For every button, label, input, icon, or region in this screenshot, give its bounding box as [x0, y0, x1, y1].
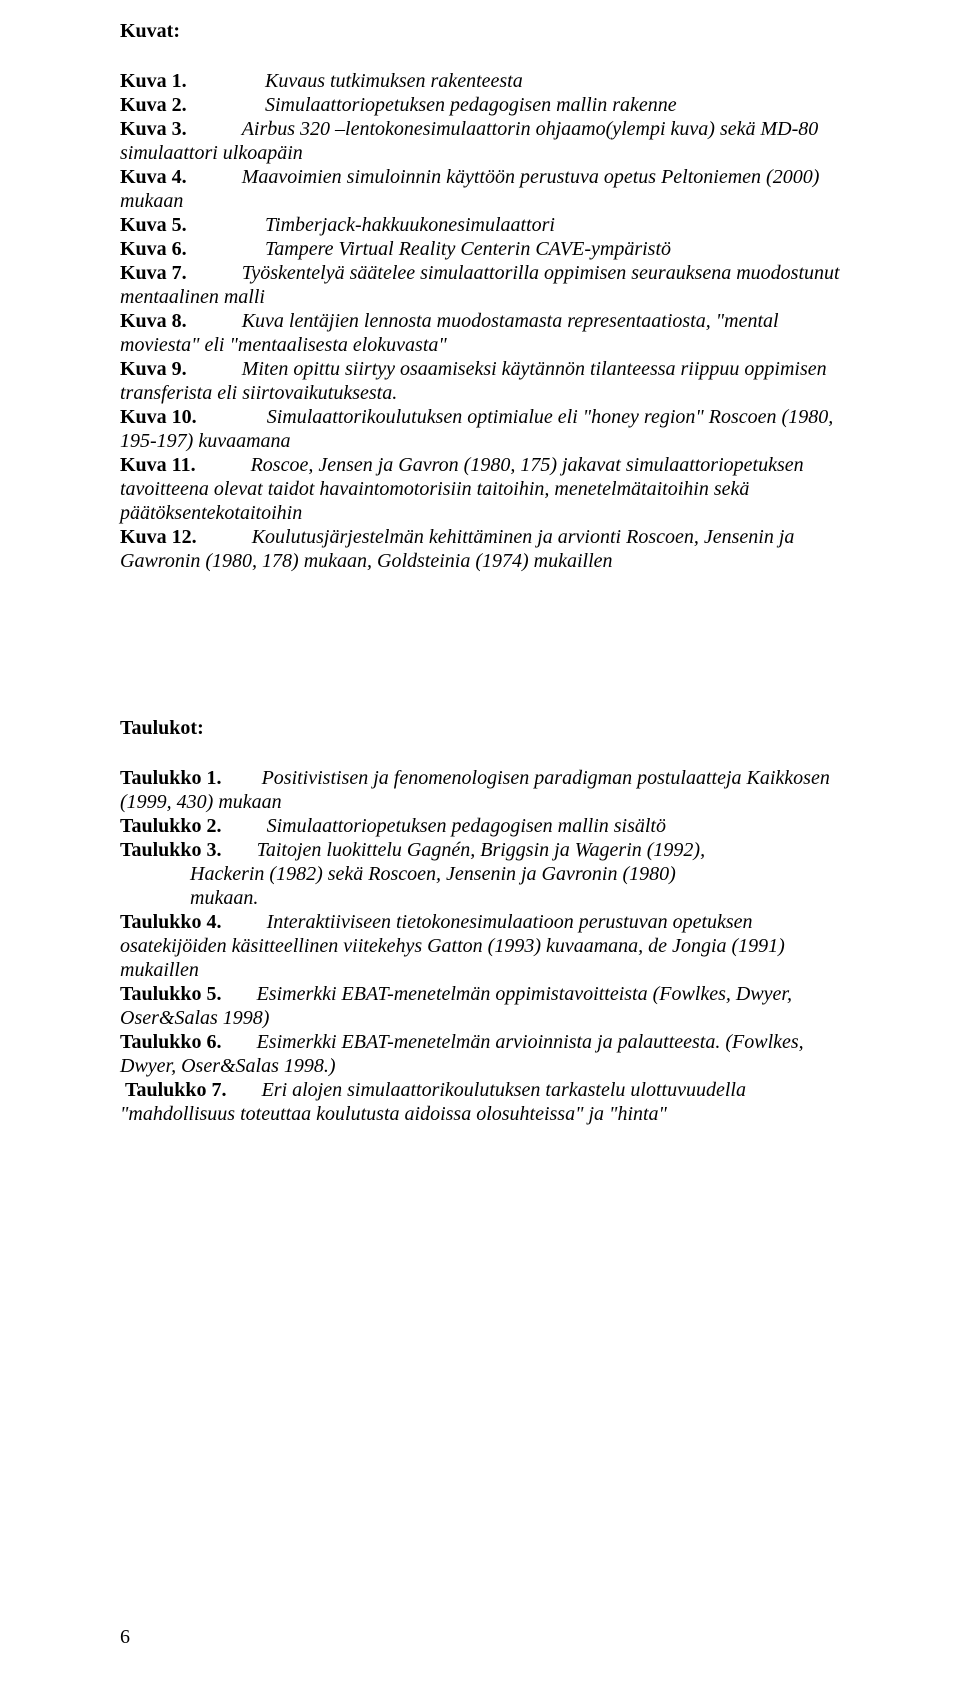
item-label: Kuva 5. — [120, 213, 265, 237]
list-item: Kuva 10. Simulaattorikoulutuksen optimia… — [120, 405, 860, 453]
item-text: Miten opittu siirtyy osaamiseksi käytänn… — [120, 358, 827, 404]
item-label: Kuva 7. — [120, 262, 187, 284]
list-item: Taulukko 5. Esimerkki EBAT-menetelmän op… — [120, 982, 860, 1030]
kuvat-list: Kuva 1.Kuvaus tutkimuksen rakenteesta Ku… — [120, 69, 860, 573]
item-text: Simulaattoriopetuksen pedagogisen mallin… — [267, 815, 666, 837]
item-text: Simulaattorikoulutuksen optimialue eli "… — [120, 406, 833, 452]
item-label: Kuva 2. — [120, 93, 265, 117]
item-label: Taulukko 1. — [120, 767, 222, 789]
item-label: Kuva 12. — [120, 526, 197, 548]
item-text: Tampere Virtual Reality Centerin CAVE-ym… — [265, 238, 671, 260]
item-label: Taulukko 3. — [120, 839, 222, 861]
item-label: Taulukko 2. — [120, 815, 222, 837]
item-label: Kuva 11. — [120, 454, 196, 476]
item-text: Kuvaus tutkimuksen rakenteesta — [265, 70, 523, 92]
list-item: Taulukko 6. Esimerkki EBAT-menetelmän ar… — [120, 1030, 860, 1078]
item-text: Maavoimien simuloinnin käyttöön perustuv… — [120, 166, 819, 212]
item-text: Airbus 320 –lentokonesimulaattorin ohjaa… — [120, 118, 818, 164]
list-item: Kuva 9. Miten opittu siirtyy osaamiseksi… — [120, 357, 860, 405]
taulukot-list: Taulukko 1. Positivistisen ja fenomenolo… — [120, 766, 860, 1126]
item-label: Kuva 10. — [120, 406, 197, 428]
page-number: 6 — [120, 1626, 130, 1649]
list-item: Taulukko 1. Positivistisen ja fenomenolo… — [120, 766, 860, 814]
item-text: Roscoe, Jensen ja Gavron (1980, 175) jak… — [120, 454, 804, 524]
list-item: Kuva 6.Tampere Virtual Reality Centerin … — [120, 237, 860, 261]
list-item: Kuva 8. Kuva lentäjien lennosta muodosta… — [120, 309, 860, 357]
list-item: Taulukko 3. Taitojen luokittelu Gagnén, … — [120, 838, 860, 910]
list-item: Kuva 4. Maavoimien simuloinnin käyttöön … — [120, 165, 860, 213]
item-text: Esimerkki EBAT-menetelmän arvioinnista j… — [120, 1031, 804, 1077]
list-item: Kuva 2.Simulaattoriopetuksen pedagogisen… — [120, 93, 860, 117]
section-gap — [120, 573, 860, 645]
item-label: Kuva 4. — [120, 166, 187, 188]
list-item: Kuva 1.Kuvaus tutkimuksen rakenteesta — [120, 69, 860, 93]
item-label: Kuva 1. — [120, 69, 265, 93]
item-text: Kuva lentäjien lennosta muodostamasta re… — [120, 310, 779, 356]
list-item: Kuva 5.Timberjack-hakkuukonesimulaattori — [120, 213, 860, 237]
list-item: Kuva 11. Roscoe, Jensen ja Gavron (1980,… — [120, 453, 860, 525]
list-item: Taulukko 4. Interaktiiviseen tietokonesi… — [120, 910, 860, 982]
item-label: Taulukko 5. — [120, 983, 222, 1005]
item-label: Kuva 3. — [120, 118, 187, 140]
item-label: Kuva 6. — [120, 237, 265, 261]
taulukot-heading: Taulukot: — [120, 717, 860, 740]
item-label: Taulukko 4. — [120, 911, 222, 933]
item-text: Koulutusjärjestelmän kehittäminen ja arv… — [120, 526, 794, 572]
item-label: Kuva 9. — [120, 358, 187, 380]
list-item: Kuva 3. Airbus 320 –lentokonesimulaattor… — [120, 117, 860, 165]
item-label: Taulukko 6. — [120, 1031, 222, 1053]
list-item: Taulukko 2. Simulaattoriopetuksen pedago… — [120, 814, 860, 838]
document-page: Kuvat: Kuva 1.Kuvaus tutkimuksen rakente… — [0, 0, 960, 1689]
item-text: Timberjack-hakkuukonesimulaattori — [265, 214, 555, 236]
section-gap — [120, 645, 860, 717]
list-item: Kuva 7. Työskentelyä säätelee simulaatto… — [120, 261, 860, 309]
item-label: Kuva 8. — [120, 310, 187, 332]
item-text: Työskentelyä säätelee simulaattorilla op… — [120, 262, 840, 308]
item-text: Positivistisen ja fenomenologisen paradi… — [120, 767, 830, 813]
item-label: Taulukko 7. — [125, 1079, 227, 1101]
list-item: Taulukko 7. Eri alojen simulaattorikoulu… — [120, 1078, 860, 1126]
item-text: Simulaattoriopetuksen pedagogisen mallin… — [265, 94, 677, 116]
list-item: Kuva 12. Koulutusjärjestelmän kehittämin… — [120, 525, 860, 573]
kuvat-heading: Kuvat: — [120, 20, 860, 43]
